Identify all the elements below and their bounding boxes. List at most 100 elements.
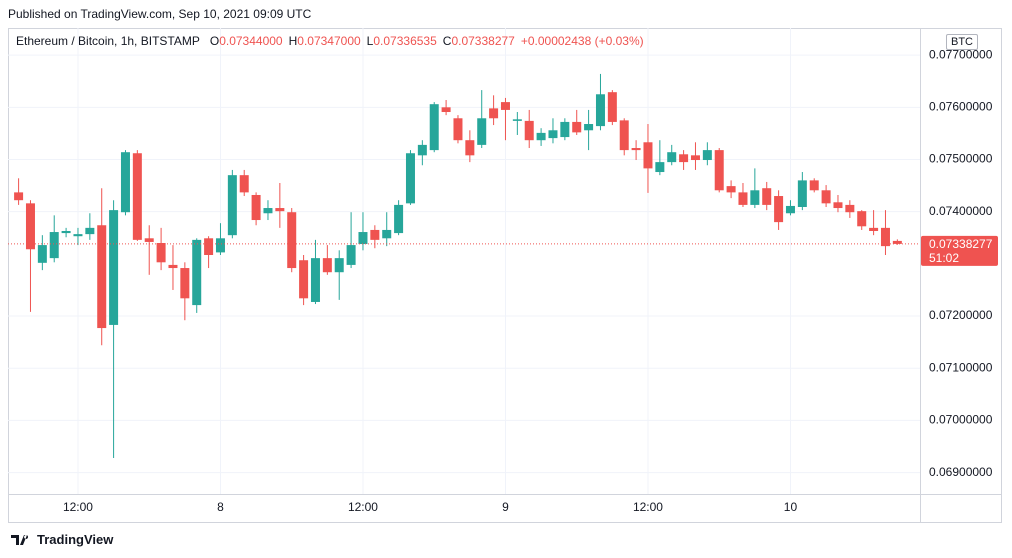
candle-body (607, 92, 617, 122)
candle-body (14, 192, 24, 201)
candle-body (453, 118, 463, 141)
ohlc-value: 0.07347000 (297, 34, 361, 48)
published-note: Published on TradingView.com, Sep 10, 20… (8, 7, 312, 21)
candle-body (263, 208, 273, 214)
brand: TradingView (37, 532, 114, 547)
candle-body (655, 162, 665, 173)
candle-body (738, 192, 748, 205)
candle-body (809, 180, 819, 191)
last-price-box (921, 235, 998, 266)
x-tick-label: 8 (217, 500, 224, 514)
x-tick-label: 10 (784, 500, 798, 514)
ohlc-value: 0.07336535 (373, 34, 437, 48)
candle-body (857, 211, 867, 227)
candle-body (489, 108, 499, 119)
candle-body (869, 227, 879, 231)
candle-body (192, 239, 202, 306)
candle-body (880, 227, 890, 247)
candle-body (643, 142, 653, 169)
candle-body (619, 120, 629, 151)
candle-body (227, 175, 237, 236)
y-tick-label: 0.07000000 (929, 413, 993, 427)
candle-body (109, 210, 119, 325)
candle-body (180, 268, 190, 299)
candle-body (714, 150, 724, 191)
candle-body (821, 190, 831, 204)
y-tick-label: 0.07700000 (929, 47, 993, 61)
candle-body (287, 212, 297, 269)
y-tick-label: 0.07500000 (929, 152, 993, 166)
x-tick-label: 12:00 (633, 500, 663, 514)
candle-body (667, 152, 677, 163)
candle-body (73, 234, 83, 237)
candle-body (750, 190, 760, 205)
candle-body (120, 152, 130, 213)
candle-body (204, 238, 214, 255)
ohlc-label: H (288, 34, 298, 48)
candle-body (168, 264, 178, 269)
ohlc-value: 0.07338277 (451, 34, 515, 48)
countdown: 51:02 (929, 251, 959, 265)
footer: TradingView (10, 532, 113, 547)
candle-body (548, 130, 558, 139)
candle-body (215, 238, 225, 253)
candle-body (382, 229, 392, 239)
candle-body (25, 203, 35, 250)
candle-body (334, 258, 344, 273)
candle-body (346, 245, 356, 265)
candle-body (394, 204, 404, 234)
candle-body (512, 119, 522, 121)
candle-body (702, 150, 712, 161)
candle-body (405, 153, 415, 204)
candle-body (690, 155, 700, 161)
y-tick-label: 0.07100000 (929, 360, 993, 374)
candle-body (429, 104, 439, 151)
change: +0.00002438 (+0.03%) (520, 34, 644, 48)
last-price-label: 0.07338277 (929, 237, 993, 251)
candle-body (845, 204, 855, 213)
y-tick-label: 0.07200000 (929, 308, 993, 322)
candle-body (275, 208, 285, 212)
candle-body (156, 242, 166, 263)
candle-body (726, 186, 736, 193)
candle-body (892, 240, 902, 244)
candle-body (477, 118, 487, 145)
y-tick-label: 0.06900000 (929, 465, 993, 479)
candle-body (536, 132, 546, 141)
candle-body (762, 188, 772, 205)
candle-body (61, 230, 71, 234)
candle-body (774, 196, 784, 223)
candle-body (524, 120, 534, 141)
x-tick-label: 9 (502, 500, 509, 514)
candle-body (560, 121, 570, 138)
legend: Ethereum / Bitcoin, 1h, BITSTAMP O 0.0734… (16, 34, 650, 48)
candle-body (584, 124, 594, 131)
candle-body (441, 107, 451, 113)
candle-body (785, 205, 795, 214)
candle-body (631, 148, 641, 151)
candle-body (500, 102, 510, 110)
candle-body (239, 175, 249, 193)
candle-body (144, 238, 154, 242)
candle-body (37, 245, 47, 263)
ohlc-label: L (366, 34, 374, 48)
x-tick-label: 12:00 (63, 500, 93, 514)
candle-body (797, 180, 807, 207)
candle-body (358, 232, 368, 245)
candle-body (417, 144, 427, 156)
candle-body (322, 258, 332, 273)
symbol: Ethereum / Bitcoin, 1h, BITSTAMP (16, 34, 200, 48)
y-tick-label: 0.07600000 (929, 99, 993, 113)
candle-body (572, 121, 582, 133)
candle-body (370, 229, 380, 240)
logo (11, 534, 29, 545)
currency-button[interactable]: BTC (946, 34, 978, 50)
ohlc-value: 0.07344000 (219, 34, 283, 48)
ohlc-label: C (442, 34, 452, 48)
candle-body (132, 153, 142, 240)
y-tick-label: 0.07400000 (929, 204, 993, 218)
candle-body (85, 227, 95, 235)
candle-body (97, 225, 107, 329)
